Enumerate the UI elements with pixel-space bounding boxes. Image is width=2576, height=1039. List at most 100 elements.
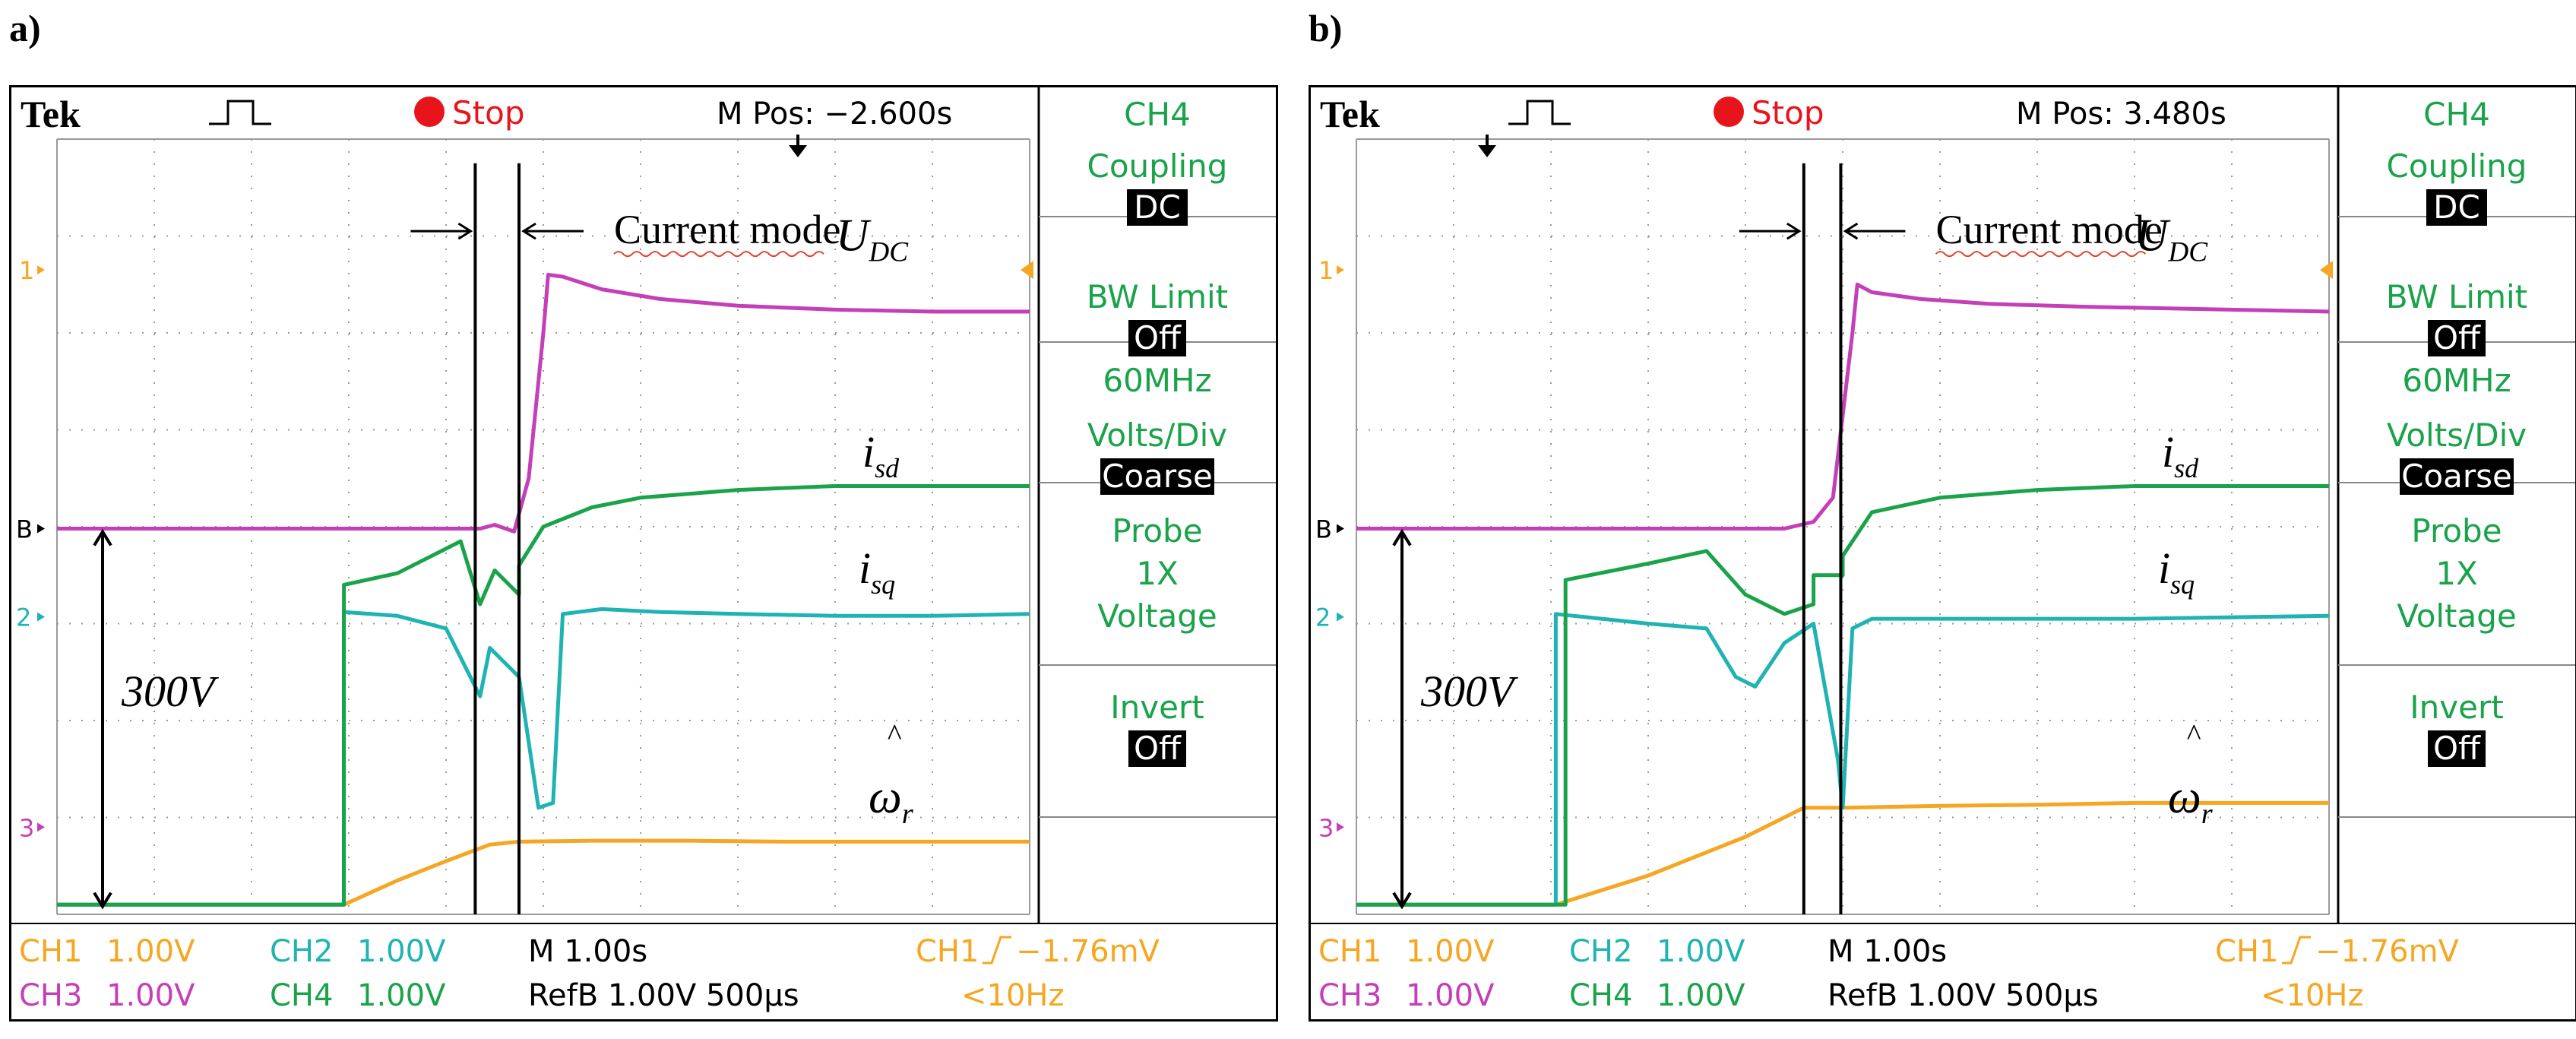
label-isq-main: i	[859, 543, 871, 593]
m-pos-readout: M Pos: −2.600s	[717, 97, 952, 131]
menu-volts-value: Coarse	[2401, 458, 2512, 495]
status-trigger-source: CH1	[916, 934, 979, 969]
trace-isd	[1356, 484, 2329, 907]
status-trigger-level: −1.76mV	[2315, 934, 2460, 969]
trace-udc	[57, 273, 1030, 534]
menu-invert-label: Invert	[2410, 689, 2503, 726]
spellcheck-underline	[1935, 251, 2147, 258]
menu-coupling-value: DC	[1134, 188, 1181, 226]
arrow-left-icon	[521, 222, 584, 240]
menu-volts-value-box	[1100, 458, 1214, 495]
arrow-right-icon	[410, 222, 473, 240]
menu-volts-value-box	[2400, 458, 2514, 495]
menu-coupling-label: Coupling	[1087, 147, 1228, 185]
menu-probe-line2: 1X	[1136, 555, 1179, 592]
status-ref: RefB 1.00V 500µs	[1828, 978, 2099, 1013]
menu-bw-label: BW Limit	[1087, 278, 1228, 315]
label-udc-sub: DC	[868, 237, 909, 268]
menu-bw-extra: 60MHz	[2402, 362, 2511, 399]
trigger-slope-icon	[983, 936, 1011, 965]
run-state: Stop	[452, 94, 524, 131]
label-isq: isq	[2158, 543, 2195, 600]
menu-invert-value-box	[2428, 730, 2486, 767]
label-isq: isq	[859, 543, 895, 600]
channel-marker-arrow	[37, 524, 45, 534]
stop-icon	[1714, 97, 1744, 127]
oscilloscope-panel-b: Tek Stop M Pos: 3.480s 1 B 2 3 Current mode 300V…	[1309, 85, 2576, 1022]
menu-coupling-value-box	[1127, 189, 1188, 226]
label-wr-sub: r	[902, 798, 914, 830]
trace-isq	[57, 607, 1030, 907]
voltage-span-arrow	[93, 528, 112, 910]
voltage-span-arrow	[1392, 528, 1412, 910]
menu-bw-extra: 60MHz	[1103, 362, 1211, 399]
ch3-marker: 3	[19, 813, 34, 842]
status-ch4-v: 1.00V	[357, 978, 446, 1013]
trigger-pulse-icon	[1508, 100, 1571, 125]
voltage-span-label: 300V	[121, 667, 220, 716]
status-trigger-source: CH1	[2215, 934, 2278, 969]
trigger-level-icon	[1021, 261, 1033, 280]
status-frequency: <10Hz	[2261, 978, 2364, 1013]
status-ch2: CH2	[270, 934, 333, 969]
scope-screen: Tek Stop M Pos: −2.600s 1 B 2 3 Current mode 300…	[11, 87, 1276, 1013]
current-mode-label: Current mode	[614, 207, 840, 252]
label-udc-main: U	[2135, 211, 2171, 261]
menu-bw-value-box	[2428, 320, 2486, 356]
refb-marker: B	[1315, 515, 1332, 544]
panel-label-b: b)	[1309, 7, 1343, 49]
menu-probe-line3: Voltage	[2397, 597, 2517, 635]
label-isd: isd	[862, 427, 900, 483]
grid	[56, 138, 1030, 915]
status-ch4-v: 1.00V	[1657, 978, 1745, 1013]
label-udc-main: U	[836, 211, 872, 261]
spellcheck-underline	[613, 251, 824, 258]
menu-probe-label: Probe	[1112, 512, 1202, 550]
label-udc-sub: DC	[2167, 237, 2208, 268]
status-timebase: M 1.00s	[528, 934, 647, 969]
label-isq-sub: sq	[871, 569, 895, 600]
status-ch3-v: 1.00V	[106, 978, 195, 1013]
trace-wr	[1356, 800, 2329, 907]
channel-marker-arrow	[1337, 265, 1344, 275]
label-wr: ωr	[869, 771, 914, 830]
menu-bw-value-box	[1128, 320, 1186, 356]
menu-coupling-label: Coupling	[2387, 147, 2527, 185]
status-ch1-v: 1.00V	[106, 934, 195, 969]
label-isq-sub: sq	[2170, 569, 2195, 600]
menu-volts-value: Coarse	[1102, 458, 1213, 495]
status-ch3: CH3	[19, 978, 82, 1013]
status-ch1: CH1	[1318, 934, 1381, 969]
status-ch4: CH4	[270, 978, 333, 1013]
label-isd-main: i	[862, 427, 875, 477]
trigger-position-icon	[789, 135, 807, 157]
tek-logo: Tek	[21, 93, 81, 135]
voltage-span-label: 300V	[1420, 667, 1519, 716]
menu-probe-line2: 1X	[2435, 555, 2478, 592]
trace-isq	[1356, 612, 2330, 907]
menu-probe-line3: Voltage	[1097, 597, 1217, 635]
menu-volts-label: Volts/Div	[2387, 417, 2527, 454]
channel-marker-arrow	[37, 612, 45, 622]
label-isd-sub: sd	[2174, 453, 2199, 483]
menu-invert-label: Invert	[1110, 689, 1204, 726]
ch3-marker: 3	[1318, 813, 1334, 842]
arrow-right-icon	[1739, 222, 1802, 240]
menu-bw-value: Off	[2433, 319, 2481, 356]
run-state: Stop	[1752, 94, 1824, 131]
ch1-marker: 1	[1318, 256, 1334, 285]
status-ch4: CH4	[1569, 978, 1632, 1013]
status-frequency: <10Hz	[961, 978, 1065, 1013]
status-ch2-v: 1.00V	[1657, 934, 1745, 969]
channel-marker-arrow	[1337, 822, 1344, 832]
m-pos-readout: M Pos: 3.480s	[2016, 97, 2226, 131]
label-udc: UDC	[2135, 211, 2208, 268]
menu-invert-value: Off	[1134, 730, 1182, 767]
arrow-left-icon	[1843, 222, 1906, 240]
channel-marker-arrow	[37, 822, 45, 832]
menu-coupling-value: DC	[2433, 188, 2480, 226]
trigger-level-icon	[2320, 261, 2333, 280]
trace-udc	[1356, 282, 2330, 531]
status-ref: RefB 1.00V 500µs	[528, 978, 799, 1013]
panel-label-a: a)	[9, 7, 41, 49]
